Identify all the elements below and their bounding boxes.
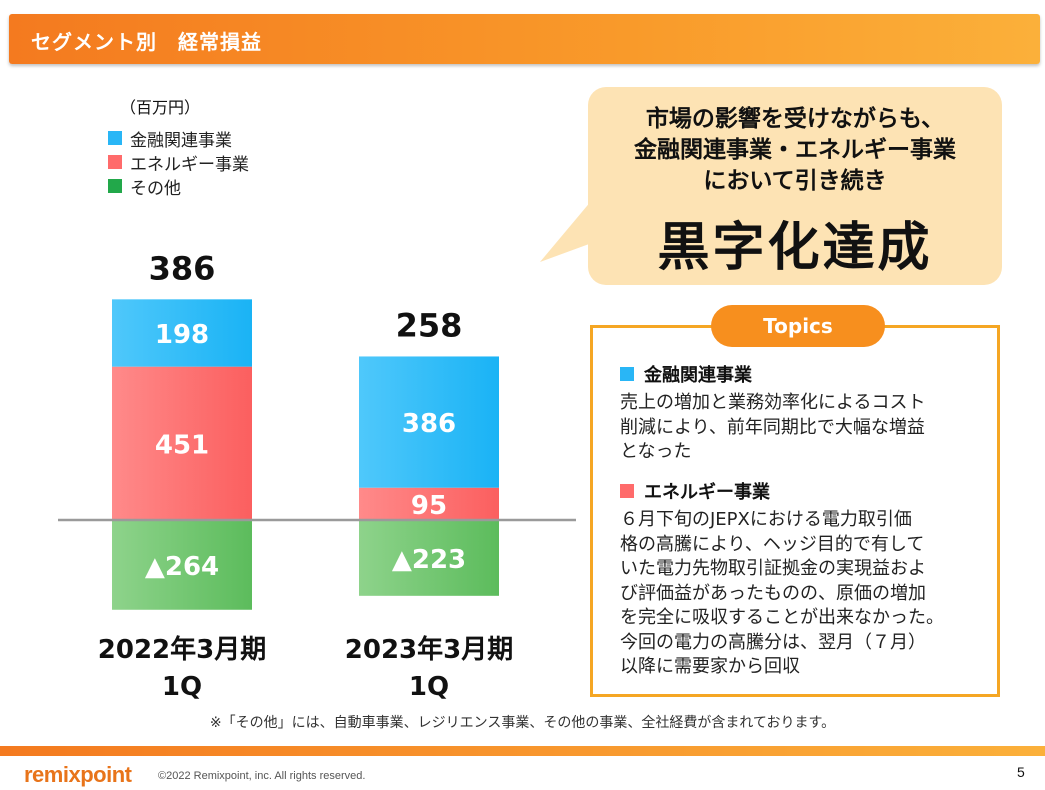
bar-energy-0 bbox=[112, 366, 252, 520]
legend-swatch-finance bbox=[108, 131, 122, 145]
bubble-line-1: 市場の影響を受けながらも、 bbox=[645, 106, 945, 132]
topic-finance-line: 削減により、前年同期比で大幅な増益 bbox=[620, 416, 925, 438]
bar-other-1 bbox=[359, 520, 499, 596]
speech-bubble-tail bbox=[540, 200, 600, 262]
category-label-0-0: 2022年3月期 bbox=[98, 634, 266, 665]
speech-bubble bbox=[588, 87, 1002, 285]
category-label-1-0: 2023年3月期 bbox=[345, 634, 513, 665]
bar-label-other-1: ▲223 bbox=[392, 545, 466, 575]
topic-body-energy: ６月下旬のJEPXにおける電力取引価 格の高騰により、ヘッジ目的で有して いた電… bbox=[620, 508, 992, 680]
topic-heading-finance: 金融関連事業 bbox=[620, 361, 752, 387]
legend-swatch-energy bbox=[108, 155, 122, 169]
bubble-line-3: において引き続き bbox=[703, 168, 887, 194]
total-label-1: 258 bbox=[396, 306, 463, 344]
legend-swatch-other bbox=[108, 179, 122, 193]
legend-label-energy: エネルギー事業 bbox=[130, 154, 249, 175]
legend-label-other: その他 bbox=[130, 178, 181, 199]
topic-swatch-energy bbox=[620, 484, 634, 498]
legend: 金融関連事業 エネルギー事業 その他 bbox=[108, 126, 249, 199]
bubble-text: 市場の影響を受けながらも、 金融関連事業・エネルギー事業 において引き続き bbox=[588, 104, 1002, 197]
bar-energy-1 bbox=[359, 487, 499, 520]
stacked-bar-chart: 451 198 ▲264 386 2022年3月期 1Q 95 386 ▲223 258 2023年… bbox=[58, 249, 576, 702]
header-bar: セグメント別 経常損益 bbox=[9, 14, 1040, 64]
bar-label-other-0: ▲264 bbox=[145, 552, 219, 582]
topic-energy-line: ６月下旬のJEPXにおける電力取引価 bbox=[620, 509, 912, 530]
copyright: ©2022 Remixpoint, inc. All rights reserv… bbox=[158, 770, 366, 782]
legend-item-finance: 金融関連事業 bbox=[108, 126, 249, 151]
topic-body-finance: 売上の増加と業務効率化によるコスト 削減により、前年同期比で大幅な増益 となった bbox=[620, 391, 992, 465]
topic-finance-line: となった bbox=[620, 441, 692, 462]
topic-heading-finance-text: 金融関連事業 bbox=[644, 365, 752, 386]
topic-heading-energy-text: エネルギー事業 bbox=[644, 482, 770, 503]
company-logo: remixpoint bbox=[24, 762, 132, 787]
category-label-0-1: 1Q bbox=[162, 672, 202, 702]
bar-label-finance-1: 386 bbox=[402, 409, 456, 439]
bar-other-0 bbox=[112, 520, 252, 610]
unit-label: （百万円） bbox=[120, 98, 201, 117]
topic-energy-line: 今回の電力の高騰分は、翌月（７月） bbox=[620, 631, 926, 653]
bar-finance-1 bbox=[359, 356, 499, 488]
topic-heading-energy: エネルギー事業 bbox=[620, 478, 770, 504]
topic-swatch-finance bbox=[620, 367, 634, 381]
bubble-headline: 黒字化達成 bbox=[657, 218, 933, 278]
topics-title: Topics bbox=[711, 305, 885, 347]
bar-label-finance-0: 198 bbox=[155, 320, 209, 350]
bar-finance-0 bbox=[112, 299, 252, 367]
topic-energy-line: いた電力先物取引証拠金の実現益およ bbox=[620, 558, 926, 579]
bar-label-energy-1: 95 bbox=[411, 491, 447, 521]
total-label-0: 386 bbox=[149, 249, 216, 287]
page-number: 5 bbox=[1017, 764, 1025, 780]
legend-item-other: その他 bbox=[108, 174, 249, 199]
legend-label-finance: 金融関連事業 bbox=[130, 130, 232, 151]
footnote: ※「その他」には、自動車事業、レジリエンス事業、その他の事業、全社経費が含まれて… bbox=[209, 715, 836, 731]
bubble-line-2: 金融関連事業・エネルギー事業 bbox=[634, 137, 956, 163]
topic-energy-line: び評価益があったものの、原価の増加 bbox=[620, 582, 926, 604]
category-label-1-1: 1Q bbox=[409, 672, 449, 702]
topic-finance-line: 売上の増加と業務効率化によるコスト bbox=[620, 392, 926, 413]
topic-energy-line: 格の高騰により、ヘッジ目的で有して bbox=[620, 533, 925, 555]
legend-item-energy: エネルギー事業 bbox=[108, 150, 249, 175]
topic-energy-line: を完全に吸収することが出来なかった。 bbox=[620, 607, 944, 628]
topic-energy-line: 以降に需要家から回収 bbox=[620, 656, 800, 677]
bar-label-energy-0: 451 bbox=[155, 430, 209, 460]
page-title: セグメント別 経常損益 bbox=[31, 30, 262, 54]
footer-bar bbox=[0, 746, 1045, 756]
